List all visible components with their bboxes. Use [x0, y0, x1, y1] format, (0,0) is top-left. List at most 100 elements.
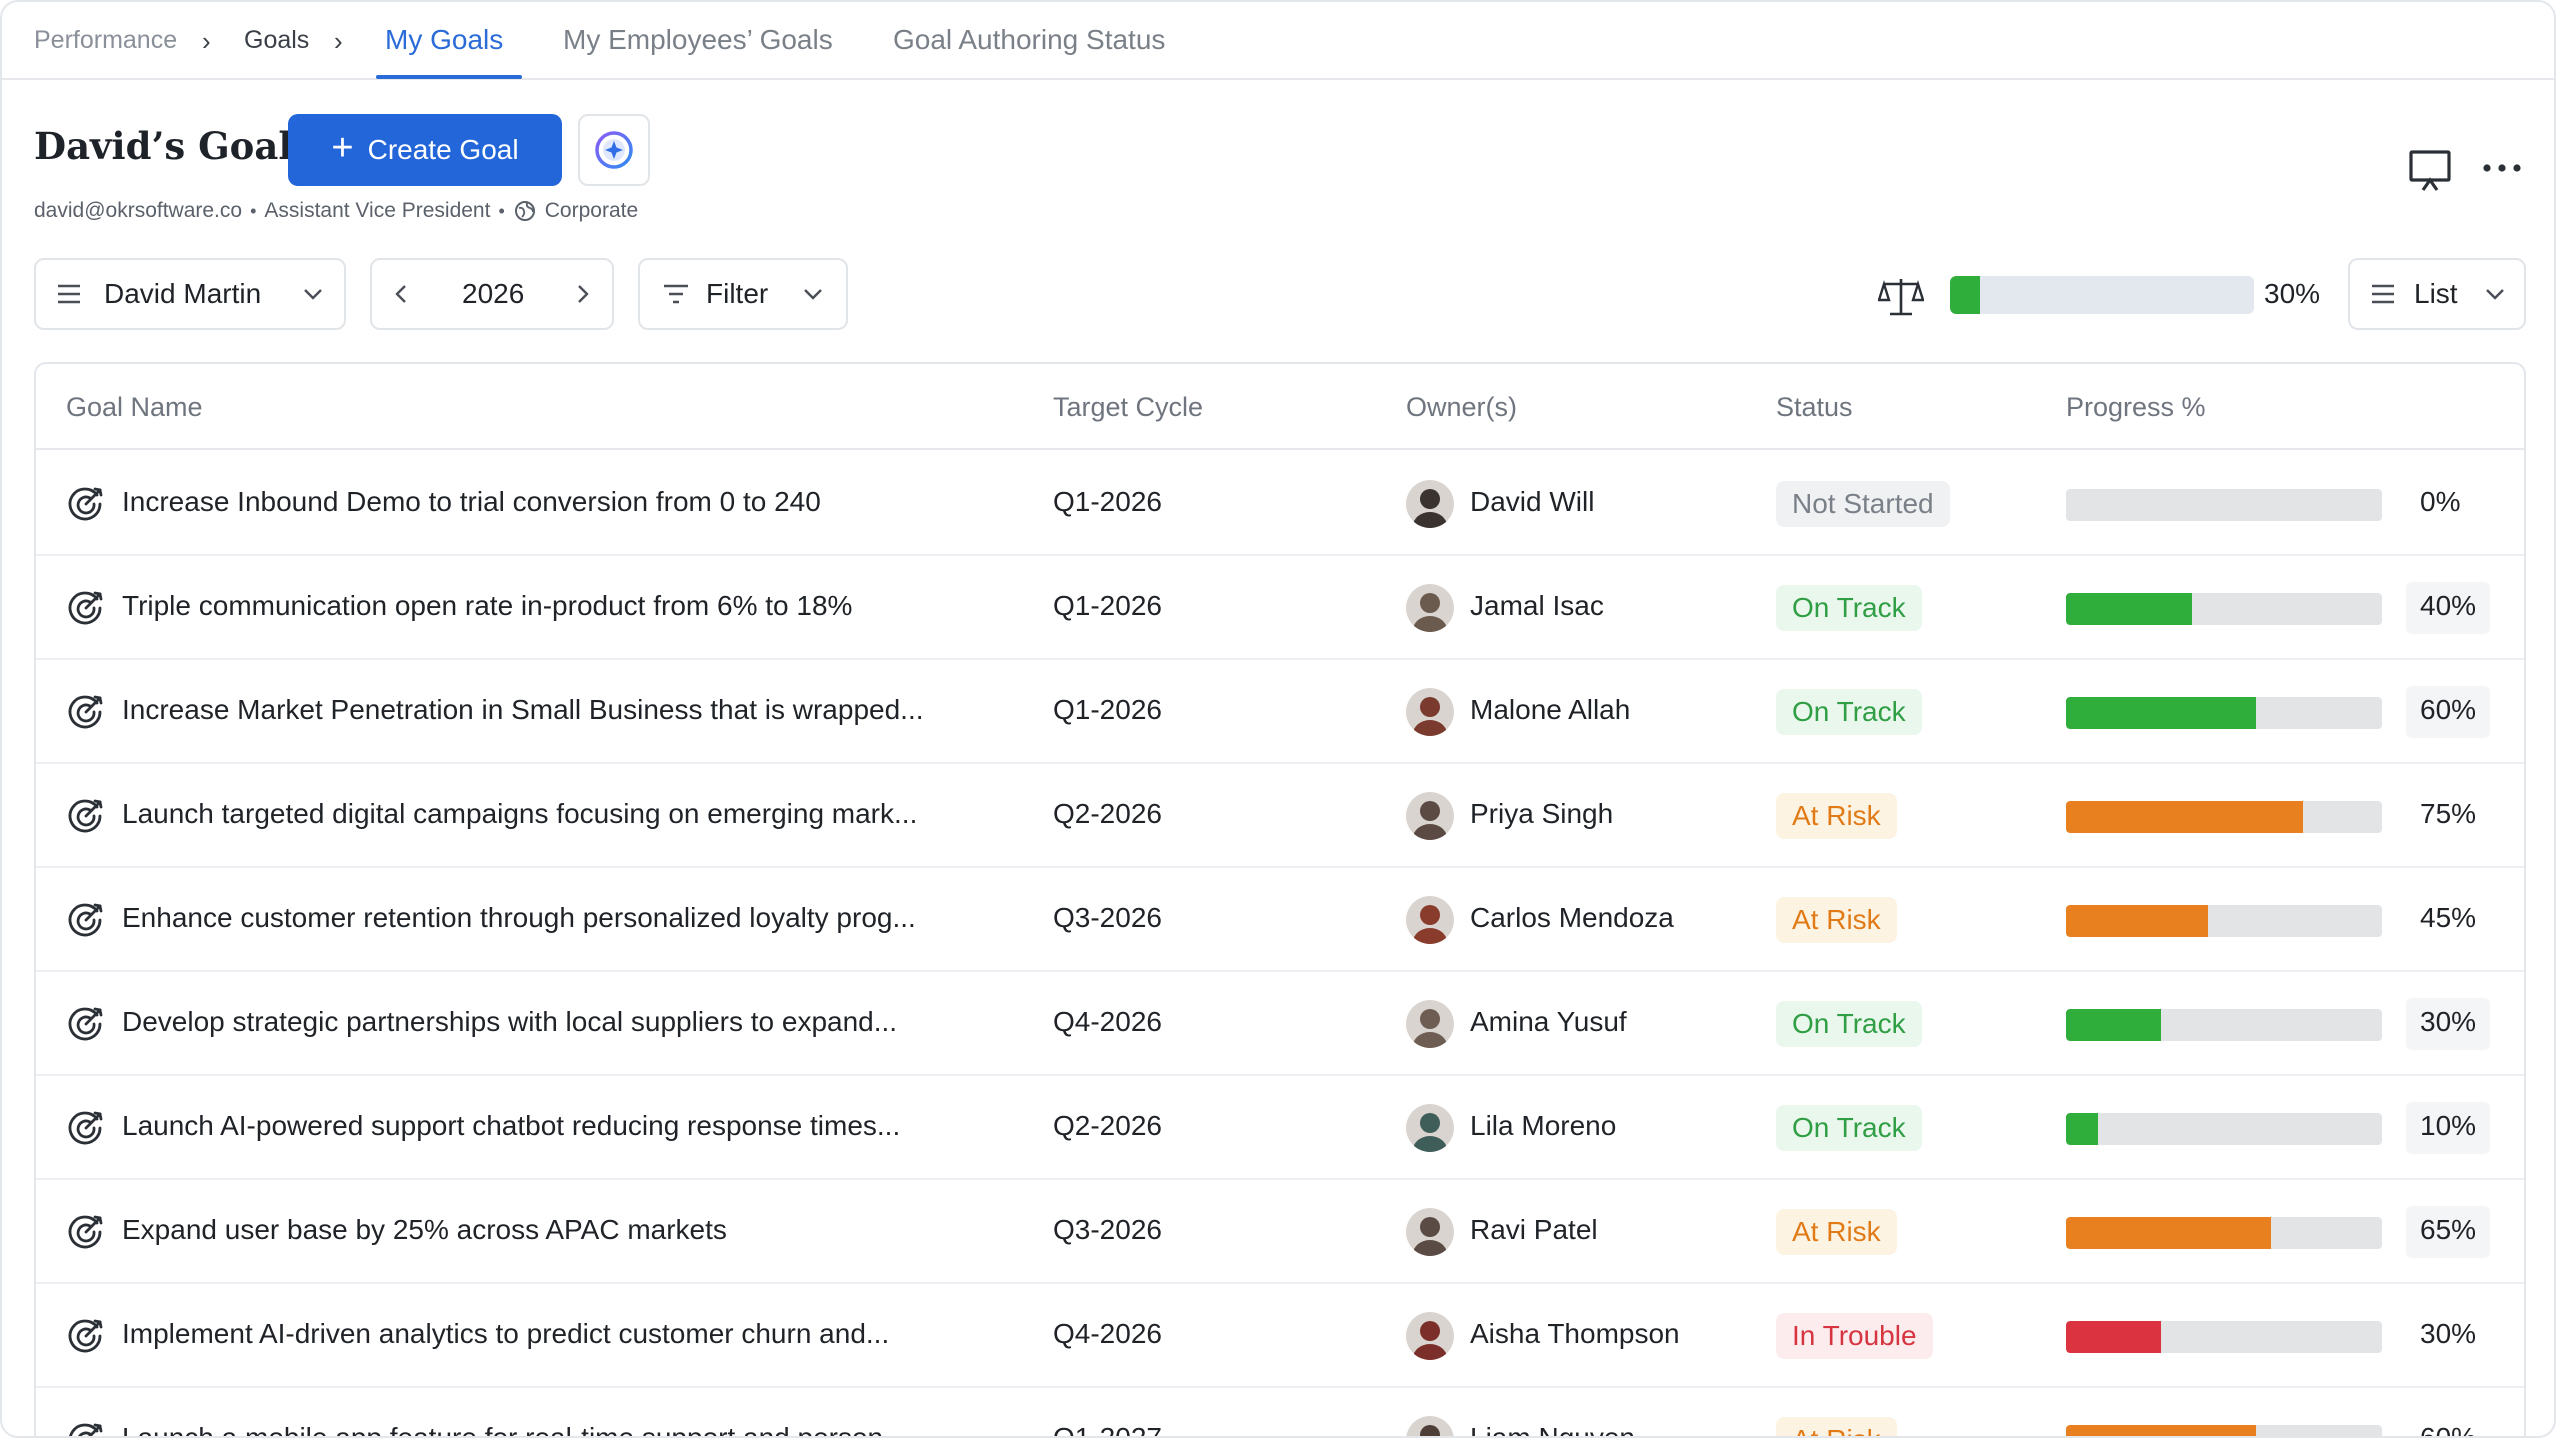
user-role: Assistant Vice President — [264, 199, 491, 222]
balance-scale-icon[interactable] — [1878, 274, 1924, 318]
status-badge: On Track — [1776, 1105, 1922, 1151]
goal-name[interactable]: Implement AI-driven analytics to predict… — [122, 1318, 890, 1349]
target-cycle: Q4-2026 — [1053, 1318, 1162, 1349]
progress-fill — [2066, 1113, 2098, 1145]
overall-progress-label: 30% — [2264, 278, 2321, 309]
owner-name: Malone Allah — [1470, 694, 1631, 725]
ai-sparkle-icon — [595, 131, 633, 169]
avatar — [1406, 1312, 1454, 1360]
progress-label: 30% — [2420, 1318, 2477, 1349]
status-badge: On Track — [1776, 689, 1922, 735]
breadcrumb-goals[interactable]: Goals — [244, 26, 310, 54]
table-row[interactable]: Expand user base by 25% across APAC mark… — [36, 1180, 2524, 1284]
table-row[interactable]: Increase Market Penetration in Small Bus… — [36, 660, 2524, 764]
column-owners[interactable]: Owner(s) — [1406, 392, 1518, 422]
ai-assistant-button[interactable] — [578, 114, 650, 186]
avatar — [1406, 1000, 1454, 1048]
table-row[interactable]: Launch AI-powered support chatbot reduci… — [36, 1076, 2524, 1180]
create-goal-label: Create Goal — [367, 134, 519, 165]
filter-icon — [664, 284, 688, 304]
progress-label: 30% — [2406, 998, 2491, 1050]
table-row[interactable]: Implement AI-driven analytics to predict… — [36, 1284, 2524, 1388]
presentation-icon[interactable] — [2407, 148, 2453, 194]
progress-fill — [2066, 1009, 2161, 1041]
separator-dot: • — [250, 200, 257, 221]
goal-name[interactable]: Launch targeted digital campaigns focusi… — [122, 798, 918, 829]
goal-name[interactable]: Increase Market Penetration in Small Bus… — [122, 694, 924, 725]
goal-name[interactable]: Launch AI-powered support chatbot reduci… — [122, 1110, 901, 1141]
owner-name: Lila Moreno — [1470, 1110, 1617, 1141]
progress-label: 75% — [2420, 798, 2477, 829]
owner-name: Amina Yusuf — [1470, 1006, 1627, 1037]
owner-name: Carlos Mendoza — [1470, 902, 1674, 933]
status-badge: Not Started — [1776, 481, 1950, 527]
column-target-cycle[interactable]: Target Cycle — [1053, 392, 1204, 422]
table-row[interactable]: Launch targeted digital campaigns focusi… — [36, 764, 2524, 868]
progress-bar — [2066, 1321, 2382, 1353]
progress-label: 0% — [2420, 486, 2461, 517]
tab-my-employees-goals[interactable]: My Employees’ Goals — [563, 24, 833, 55]
progress-label: 60% — [2420, 1422, 2477, 1438]
progress-fill — [2066, 1425, 2256, 1436]
goal-target-icon — [68, 591, 103, 625]
column-status[interactable]: Status — [1776, 392, 1853, 422]
table-row[interactable]: Triple communication open rate in-produc… — [36, 556, 2524, 660]
year-selector: 2026 — [370, 258, 614, 330]
menu-icon — [58, 284, 80, 304]
progress-bar — [2066, 905, 2382, 937]
status-badge: In Trouble — [1776, 1313, 1933, 1359]
progress-bar — [2066, 1009, 2382, 1041]
avatar — [1406, 1104, 1454, 1152]
goal-target-icon — [68, 695, 103, 729]
progress-fill — [2066, 801, 2303, 833]
chevron-right-icon[interactable] — [576, 283, 590, 305]
progress-bar — [2066, 1113, 2382, 1145]
more-icon[interactable] — [2482, 162, 2522, 174]
progress-bar — [2066, 697, 2382, 729]
globe-icon — [514, 201, 535, 221]
table-row[interactable]: Enhance customer retention through perso… — [36, 868, 2524, 972]
person-selector[interactable]: David Martin — [34, 258, 346, 330]
target-cycle: Q4-2026 — [1053, 1006, 1162, 1037]
goal-target-icon — [68, 1215, 103, 1249]
progress-fill — [2066, 593, 2193, 625]
tab-my-goals[interactable]: My Goals — [385, 24, 504, 55]
progress-label: 45% — [2420, 902, 2477, 933]
progress-bar — [2066, 489, 2382, 521]
avatar — [1406, 688, 1454, 736]
goal-name[interactable]: Triple communication open rate in-produc… — [122, 590, 853, 621]
column-goal-name[interactable]: Goal Name — [66, 392, 203, 422]
goal-name[interactable]: Launch a mobile app feature for real-tim… — [122, 1422, 907, 1438]
overall-progress-fill — [1950, 276, 1981, 314]
create-goal-button[interactable]: + Create Goal — [288, 114, 562, 186]
status-badge: At Risk — [1776, 793, 1897, 839]
filter-button[interactable]: Filter — [638, 258, 848, 330]
progress-label: 60% — [2406, 686, 2491, 738]
breadcrumb-performance[interactable]: Performance — [34, 26, 178, 54]
goal-name[interactable]: Enhance customer retention through perso… — [122, 902, 916, 933]
user-department: Corporate — [544, 199, 639, 222]
goal-target-icon — [68, 1111, 103, 1145]
chevron-left-icon[interactable] — [394, 283, 408, 305]
goals-table: Goal Name Target Cycle Owner(s) Status P… — [34, 362, 2526, 1438]
chevron-right-icon: › — [334, 26, 343, 56]
table-row[interactable]: Develop strategic partnerships with loca… — [36, 972, 2524, 1076]
avatar — [1406, 896, 1454, 944]
target-cycle: Q3-2026 — [1053, 1214, 1162, 1245]
progress-fill — [2066, 697, 2256, 729]
column-progress[interactable]: Progress % — [2066, 392, 2206, 422]
target-cycle: Q1-2026 — [1053, 694, 1162, 725]
filter-label: Filter — [706, 278, 769, 309]
goal-name[interactable]: Develop strategic partnerships with loca… — [122, 1006, 898, 1037]
owner-name: Aisha Thompson — [1470, 1318, 1680, 1349]
goal-name[interactable]: Increase Inbound Demo to trial conversio… — [122, 486, 821, 517]
view-selector[interactable]: List — [2348, 258, 2526, 330]
target-cycle: Q2-2026 — [1053, 798, 1162, 829]
tab-goal-authoring-status[interactable]: Goal Authoring Status — [893, 24, 1166, 55]
goal-name[interactable]: Expand user base by 25% across APAC mark… — [122, 1214, 727, 1245]
chevron-down-icon — [2486, 289, 2504, 300]
owner-name: Liam Nguyen — [1470, 1422, 1635, 1438]
table-row[interactable]: Increase Inbound Demo to trial conversio… — [36, 452, 2524, 556]
table-row[interactable]: Launch a mobile app feature for real-tim… — [36, 1388, 2524, 1438]
goal-target-icon — [68, 487, 103, 521]
